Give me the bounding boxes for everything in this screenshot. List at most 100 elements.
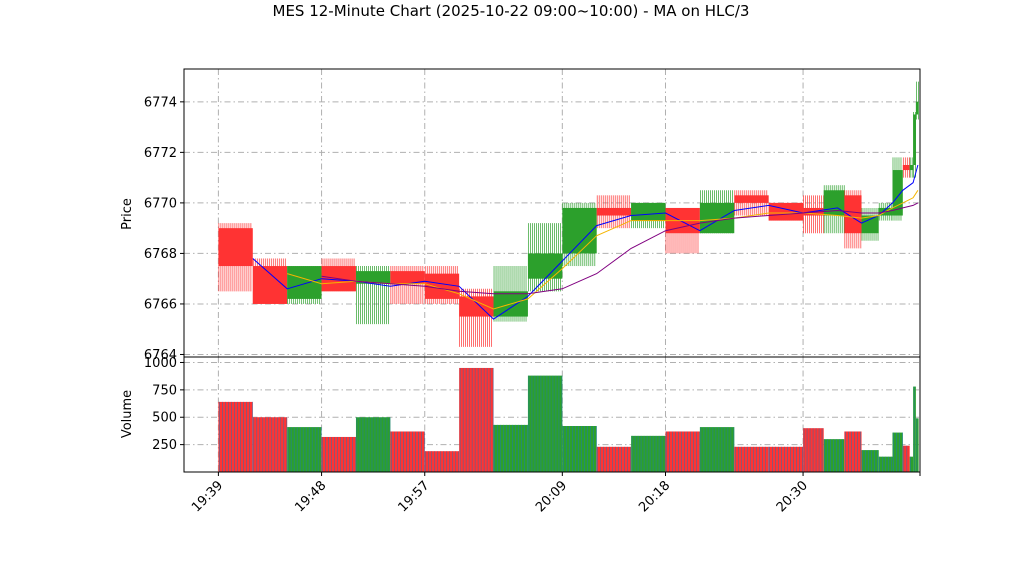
volume-bar-fill <box>915 418 919 472</box>
volume-bar-fill <box>631 435 666 472</box>
price-bar-body <box>527 253 563 279</box>
volume-bar <box>902 445 910 472</box>
price-bar <box>218 223 253 292</box>
volume-bar-fill <box>823 439 845 472</box>
volume-bar-fill <box>699 427 735 472</box>
price-tick-label: 6774 <box>144 95 177 110</box>
time-tick-label: 19:48 <box>292 478 329 515</box>
price-bar <box>287 266 322 304</box>
price-bar-body <box>631 202 666 221</box>
price-bar-body <box>844 195 862 234</box>
moving-average-lines <box>252 164 919 320</box>
price-bar <box>527 223 563 292</box>
volume-bar <box>892 432 903 472</box>
volume-bar-fill <box>252 417 288 472</box>
volume-bar-fill <box>892 432 903 472</box>
price-bar-body <box>424 273 460 299</box>
price-bar-body <box>355 271 391 284</box>
volume-bar-fill <box>390 431 425 472</box>
volume-bar <box>913 386 916 472</box>
volume-axis-label: Volume <box>120 390 135 438</box>
time-x-axis: 19:39 19:48 19:57 20:09 20:18 20:30 <box>189 472 921 515</box>
volume-bar-fill <box>493 424 528 472</box>
volume-bar <box>823 439 845 472</box>
time-tick-label: 19:39 <box>189 478 226 515</box>
volume-bar-fill <box>562 426 597 472</box>
volume-bar <box>878 456 893 472</box>
volume-bar <box>562 426 597 472</box>
volume-bar-fill <box>913 386 916 472</box>
volume-bar-fill <box>768 446 804 472</box>
volume-bar-fill <box>861 450 879 472</box>
price-bar-body <box>734 195 769 203</box>
volume-bar <box>909 456 914 472</box>
volume-bar <box>803 428 824 472</box>
price-bar <box>913 111 916 178</box>
volume-bar <box>459 367 494 472</box>
price-bar <box>321 258 356 292</box>
price-bar-body <box>915 101 919 115</box>
price-bar <box>424 266 460 304</box>
volume-bar <box>355 417 391 472</box>
volume-tick-label: 750 <box>152 383 177 398</box>
price-bar <box>915 81 919 120</box>
price-candles <box>218 81 919 347</box>
price-bar <box>665 207 700 254</box>
volume-bar <box>734 446 769 472</box>
price-bar-body <box>596 207 632 216</box>
price-y-axis: 6764 6766 6768 6770 6772 6774 <box>144 95 184 363</box>
volume-bar <box>252 417 288 472</box>
moving-average-line <box>252 164 919 320</box>
moving-average-line <box>287 190 919 310</box>
volume-bar-fill <box>902 445 910 472</box>
price-bar-body <box>913 114 916 165</box>
volume-bar-fill <box>287 427 322 472</box>
volume-bar <box>596 446 632 472</box>
volume-bar <box>844 431 862 472</box>
volume-bar <box>218 401 253 472</box>
volume-bar <box>424 451 460 472</box>
price-axis-label: Price <box>120 198 135 230</box>
price-tick-label: 6770 <box>144 196 177 211</box>
chart-title: MES 12-Minute Chart (2025-10-22 09:00~10… <box>273 2 750 20</box>
time-tick-label: 20:30 <box>774 478 811 515</box>
volume-bars <box>218 367 919 472</box>
price-bar-body <box>562 207 597 254</box>
time-tick-label: 20:18 <box>636 478 673 515</box>
price-bar <box>844 190 862 249</box>
price-bar <box>252 258 288 304</box>
volume-bar-fill <box>803 428 824 472</box>
volume-bar <box>287 427 322 472</box>
price-bar-body <box>892 170 903 216</box>
price-bar <box>699 190 735 234</box>
price-bar-body <box>390 271 425 284</box>
volume-bar <box>527 375 563 472</box>
price-bar <box>355 266 391 325</box>
price-bar <box>892 157 903 221</box>
volume-bar <box>390 431 425 472</box>
volume-bar <box>493 424 528 472</box>
volume-tick-label: 250 <box>152 438 177 453</box>
price-tick-label: 6766 <box>144 297 177 312</box>
volume-bar-fill <box>218 401 253 472</box>
volume-bar-fill <box>355 417 391 472</box>
price-bar <box>734 190 769 216</box>
price-bar <box>902 157 910 178</box>
volume-bar <box>321 436 356 472</box>
price-tick-label: 6772 <box>144 146 177 161</box>
price-tick-label: 6768 <box>144 247 177 262</box>
volume-bar-fill <box>734 446 769 472</box>
volume-bar-fill <box>424 451 460 472</box>
volume-bar <box>631 435 666 472</box>
price-bar <box>562 202 597 267</box>
volume-bar-fill <box>844 431 862 472</box>
volume-bar <box>768 446 804 472</box>
volume-bar-fill <box>321 436 356 472</box>
volume-bar-fill <box>459 367 494 472</box>
volume-bar <box>699 427 735 472</box>
price-tick-label: 6764 <box>144 348 177 363</box>
volume-bar-fill <box>665 431 700 472</box>
price-bar <box>909 157 914 178</box>
